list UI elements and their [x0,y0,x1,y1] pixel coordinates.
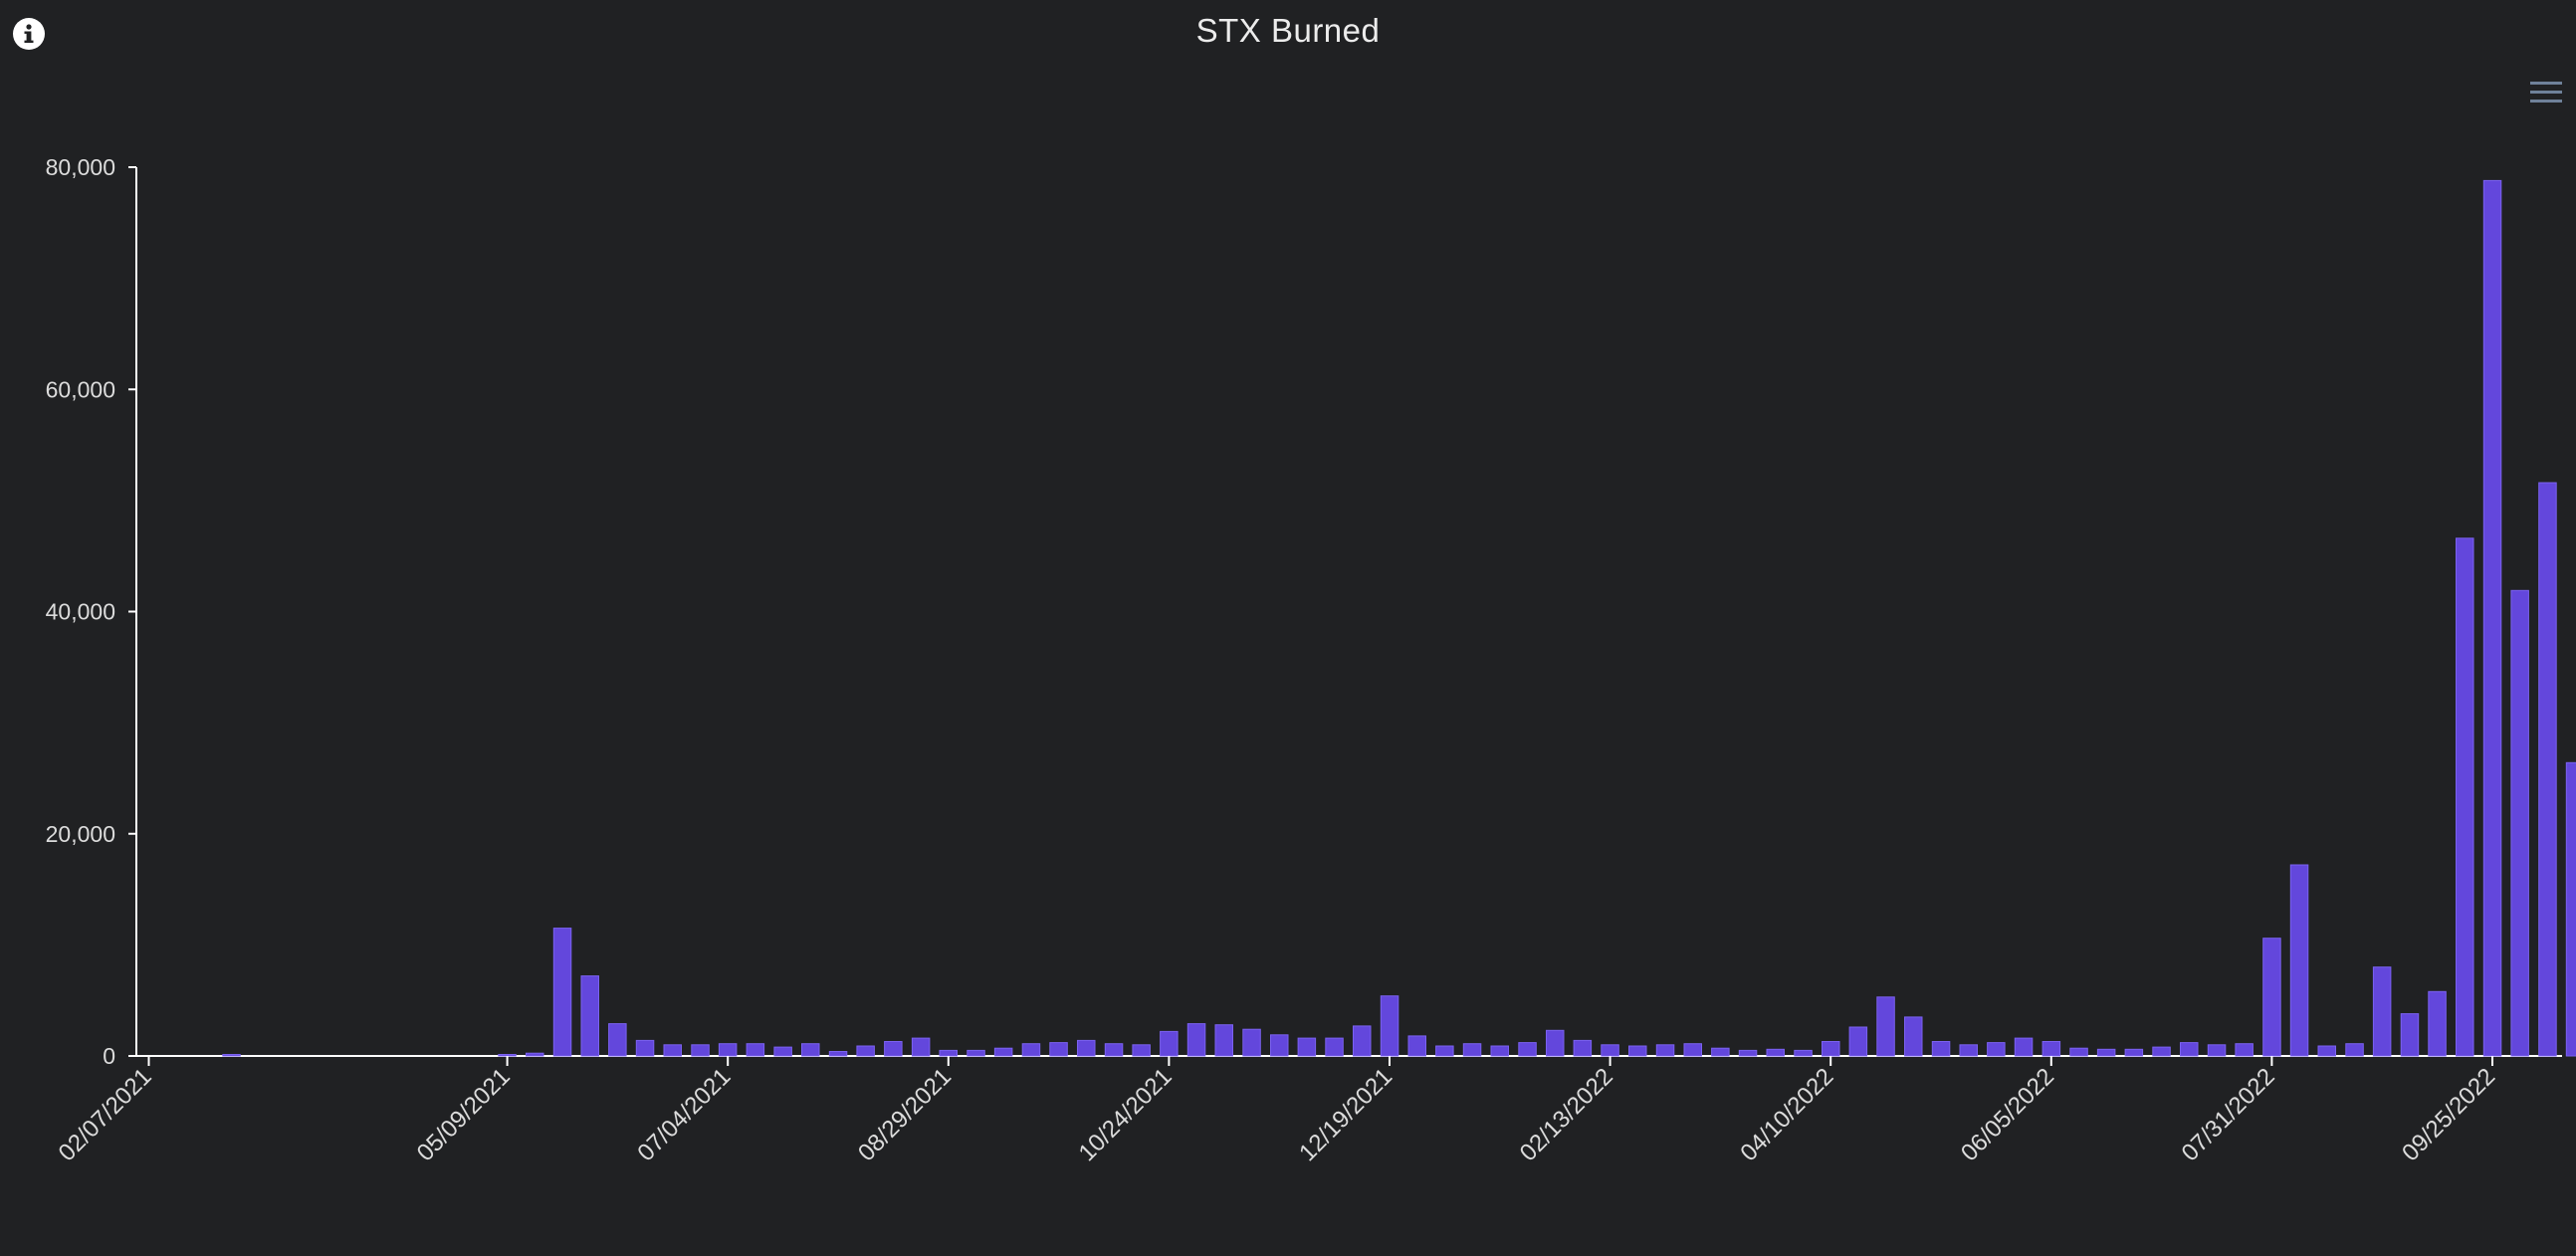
y-tick-label: 20,000 [46,821,115,847]
bar [1518,1042,1537,1057]
bar [1077,1039,1096,1057]
x-tick-label: 05/09/2021 [412,1063,516,1166]
x-tick-label: 02/07/2021 [54,1063,157,1166]
bar [1683,1043,1702,1057]
bar [746,1043,765,1057]
bar [966,1049,985,1057]
bar [2565,761,2576,1057]
bar [2428,990,2447,1057]
bar [2482,179,2502,1057]
bar [222,1054,241,1057]
bar [1711,1047,1730,1057]
bar [2262,938,2281,1057]
bar [2014,1037,2034,1057]
info-circle-icon[interactable] [12,17,46,51]
bar [2456,537,2474,1057]
bar [608,1023,627,1057]
bar [2124,1048,2144,1057]
bar [1628,1045,1647,1057]
bar [1904,1016,1923,1057]
x-tick-label: 07/31/2022 [2177,1063,2280,1166]
bar [1987,1042,2006,1057]
x-tick-label: 07/04/2021 [632,1063,736,1166]
bar [1435,1045,1454,1057]
y-tick-label: 0 [103,1043,115,1069]
x-tick-label: 09/25/2022 [2397,1063,2500,1166]
bar [2538,482,2557,1057]
x-tick-label: 10/24/2021 [1074,1063,1178,1166]
bar [2289,864,2309,1057]
bar [1021,1043,1041,1057]
bar [1462,1043,1482,1057]
x-tick-label: 04/10/2022 [1735,1063,1838,1166]
x-tick-label: 06/05/2022 [1956,1063,2059,1166]
bar [911,1037,931,1057]
bar [1325,1037,1344,1057]
chart-title: STX Burned [1195,12,1381,49]
bar [1601,1044,1619,1057]
bar [2510,589,2529,1057]
bar [2372,966,2392,1057]
bar [939,1049,958,1057]
bar [1959,1044,1978,1057]
hamburger-menu-icon[interactable] [2528,78,2564,107]
bar [773,1046,792,1057]
bar [526,1052,544,1057]
bar [993,1047,1013,1057]
bar [663,1044,682,1057]
bar [1794,1049,1813,1057]
bar [1546,1029,1565,1057]
bar [1353,1025,1372,1057]
bar [1242,1028,1261,1057]
bar [498,1054,517,1057]
bar [1049,1042,1068,1057]
bar [2152,1046,2171,1057]
bar [1407,1035,1426,1057]
bar [2400,1013,2420,1057]
bar [1655,1044,1675,1057]
bar [1848,1026,1868,1057]
bar [1186,1023,1206,1057]
y-tick-label: 40,000 [46,599,115,625]
bar [1104,1043,1124,1057]
bar [1876,996,1895,1057]
bar [1822,1041,1840,1057]
bar [1766,1048,1785,1057]
bar [856,1045,875,1057]
bar [828,1051,848,1057]
y-tick-label: 60,000 [46,376,115,402]
x-tick-label: 12/19/2021 [1294,1063,1397,1166]
bar [635,1039,655,1057]
bar [1214,1024,1233,1057]
bar [2345,1043,2364,1057]
bar [2180,1042,2199,1057]
bar [1270,1034,1289,1057]
bar [1132,1044,1151,1057]
bar [2069,1047,2088,1057]
bar [2207,1044,2227,1057]
y-tick-label: 80,000 [46,154,115,180]
bar [1738,1049,1758,1057]
bar [1931,1041,1951,1057]
x-tick-label: 02/13/2022 [1515,1063,1618,1166]
bar [2096,1048,2116,1057]
bar [1297,1037,1317,1057]
bar [1160,1030,1179,1057]
bar [718,1043,738,1057]
bar [884,1041,903,1057]
bar [2041,1041,2061,1057]
bar [580,975,599,1057]
bar [2235,1043,2254,1057]
bar [691,1044,710,1057]
x-tick-label: 08/29/2021 [853,1063,957,1166]
bar [801,1043,820,1057]
bar [2317,1045,2336,1057]
bar [1573,1039,1593,1057]
bar [1380,995,1399,1057]
bar [552,928,572,1057]
bar [1490,1045,1509,1057]
